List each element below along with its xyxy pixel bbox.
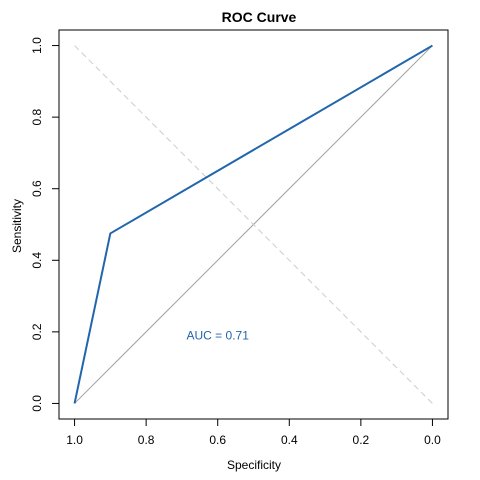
reference-lines: [74, 45, 433, 404]
y-tick-label: 0.0: [30, 395, 44, 412]
y-axis: 0.0 0.2 0.4 0.6 0.8 1.0: [30, 37, 59, 412]
chart-title: ROC Curve: [222, 9, 297, 25]
x-tick-label: 0.4: [281, 433, 298, 447]
y-tick-label: 0.8: [30, 108, 44, 125]
x-axis: 1.0 0.8 0.6 0.4 0.2 0.0: [66, 419, 441, 447]
x-axis-title: Specificity: [227, 458, 281, 472]
roc-curve-line: [73, 44, 433, 404]
x-tick-label: 0.0: [424, 433, 441, 447]
y-axis-title: Sensitivity: [10, 199, 24, 253]
x-tick-label: 1.0: [66, 433, 83, 447]
y-tick-label: 0.2: [30, 323, 44, 340]
reference-line-dashed: [74, 45, 433, 404]
x-tick-label: 0.6: [209, 433, 226, 447]
y-tick-label: 0.4: [30, 252, 44, 269]
x-tick-label: 0.2: [353, 433, 370, 447]
y-tick-label: 1.0: [30, 37, 44, 54]
series-layer: [73, 44, 433, 404]
plot-frame: [58, 29, 449, 420]
x-tick-label: 0.8: [138, 433, 155, 447]
y-tick-label: 0.6: [30, 180, 44, 197]
auc-annotation: AUC = 0.71: [187, 328, 250, 342]
